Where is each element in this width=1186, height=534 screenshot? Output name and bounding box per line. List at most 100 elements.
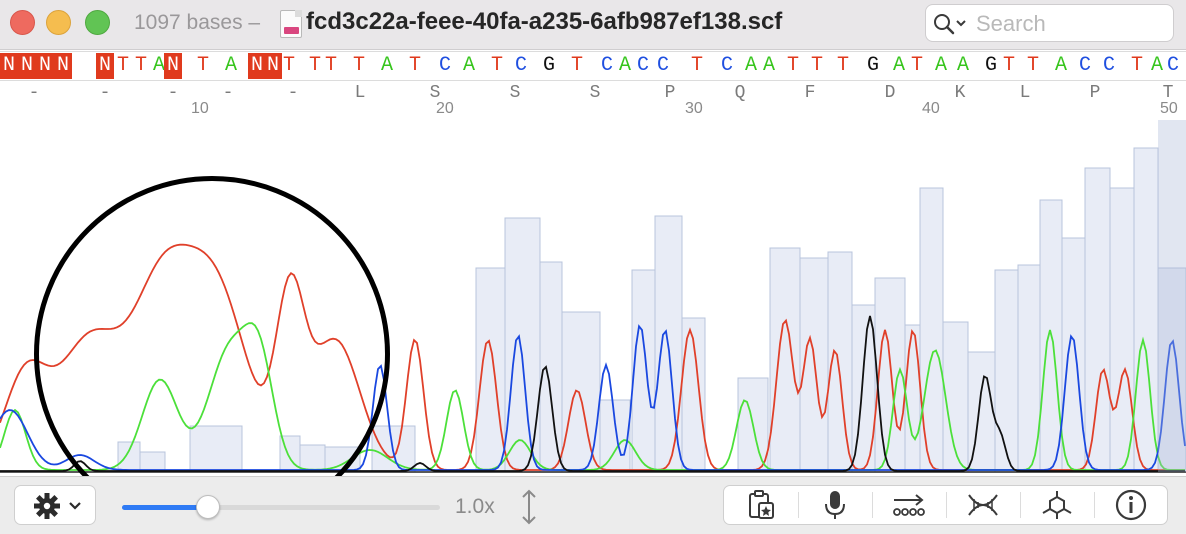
- zoom-slider-knob[interactable]: [195, 495, 220, 519]
- base-T[interactable]: T: [910, 54, 923, 77]
- base-T[interactable]: T: [1130, 54, 1143, 77]
- base-G[interactable]: G: [984, 54, 997, 77]
- base-A[interactable]: A: [744, 54, 757, 77]
- amino-acid: K: [954, 83, 966, 103]
- base-N[interactable]: N: [0, 53, 18, 79]
- quality-bar: [1061, 237, 1086, 473]
- amino-acid: -: [167, 83, 179, 103]
- zoom-level-label: 1.0x: [455, 495, 495, 518]
- base-C[interactable]: C: [514, 54, 527, 77]
- base-C[interactable]: C: [720, 54, 733, 77]
- quality-bar: [504, 217, 541, 473]
- base-A[interactable]: A: [934, 54, 947, 77]
- base-N[interactable]: N: [164, 53, 182, 79]
- zoom-slider[interactable]: [122, 505, 440, 510]
- molecule-icon: [1042, 491, 1072, 519]
- base-A[interactable]: A: [380, 54, 393, 77]
- tools-segmented-control: [723, 485, 1168, 525]
- base-N[interactable]: N: [96, 53, 114, 79]
- base-A[interactable]: A: [1150, 54, 1163, 77]
- base-T[interactable]: T: [352, 54, 365, 77]
- base-G[interactable]: G: [866, 54, 879, 77]
- trace-c-blue: [0, 324, 1186, 471]
- base-C[interactable]: C: [1078, 54, 1091, 77]
- base-C[interactable]: C: [656, 54, 669, 77]
- base-C[interactable]: C: [1102, 54, 1115, 77]
- molecule-button[interactable]: [1020, 486, 1094, 524]
- chromatogram-trace[interactable]: [0, 120, 1186, 475]
- amino-acid: D: [884, 83, 896, 103]
- base-A[interactable]: A: [1054, 54, 1067, 77]
- base-A[interactable]: A: [892, 54, 905, 77]
- base-T[interactable]: T: [570, 54, 583, 77]
- base-C[interactable]: C: [438, 54, 451, 77]
- base-G[interactable]: G: [542, 54, 555, 77]
- base-N[interactable]: N: [264, 53, 282, 79]
- quality-bar: [599, 399, 631, 473]
- bottom-toolbar: 1.0x: [0, 476, 1186, 534]
- title-bar: 1097 bases – fcd3c22a-feee-40fa-a235-6af…: [0, 0, 1186, 50]
- search-input[interactable]: [976, 11, 1166, 37]
- base-C[interactable]: C: [1166, 54, 1179, 77]
- zoom-window-button[interactable]: [85, 10, 110, 35]
- base-A[interactable]: A: [956, 54, 969, 77]
- base-T[interactable]: T: [134, 54, 147, 77]
- dictation-button[interactable]: [798, 486, 872, 524]
- scf-file-icon[interactable]: [280, 10, 302, 38]
- gear-icon: [34, 493, 81, 519]
- quality-bar: [189, 425, 243, 473]
- document-title: fcd3c22a-feee-40fa-a235-6afb987ef138.scf: [306, 8, 783, 35]
- amino-acid: -: [99, 83, 111, 103]
- amino-acid: S: [509, 83, 521, 103]
- base-A[interactable]: A: [224, 54, 237, 77]
- base-N[interactable]: N: [18, 53, 36, 79]
- base-T[interactable]: T: [308, 54, 321, 77]
- base-C[interactable]: C: [636, 54, 649, 77]
- amino-acid: F: [804, 83, 816, 103]
- orf-direction-button[interactable]: [872, 486, 946, 524]
- close-window-button[interactable]: [10, 10, 35, 35]
- quality-bar: [1084, 167, 1111, 473]
- search-field[interactable]: [925, 4, 1174, 42]
- selection-highlight: [1158, 120, 1186, 472]
- base-T[interactable]: T: [810, 54, 823, 77]
- base-N[interactable]: N: [36, 53, 54, 79]
- info-button[interactable]: [1094, 486, 1168, 524]
- base-T[interactable]: T: [116, 54, 129, 77]
- settings-menu-button[interactable]: [14, 485, 96, 525]
- quality-bar: [1133, 147, 1159, 473]
- quality-bar: [737, 377, 769, 473]
- position-label: 40: [922, 100, 940, 117]
- vertical-scale-icon[interactable]: [518, 487, 540, 527]
- base-T[interactable]: T: [836, 54, 849, 77]
- base-T[interactable]: T: [196, 54, 209, 77]
- base-T[interactable]: T: [690, 54, 703, 77]
- zoom-slider-fill: [122, 505, 208, 510]
- amino-acid: T: [1162, 83, 1174, 103]
- quality-bar: [299, 444, 326, 473]
- base-T[interactable]: T: [1026, 54, 1039, 77]
- base-T[interactable]: T: [408, 54, 421, 77]
- amino-acid: S: [589, 83, 601, 103]
- base-A[interactable]: A: [618, 54, 631, 77]
- quality-bar: [942, 321, 969, 473]
- base-A[interactable]: A: [152, 54, 165, 77]
- base-T[interactable]: T: [786, 54, 799, 77]
- base-C[interactable]: C: [600, 54, 613, 77]
- base-N[interactable]: N: [54, 53, 72, 79]
- minimize-window-button[interactable]: [46, 10, 71, 35]
- search-icon[interactable]: [933, 12, 971, 36]
- trace-g-black: [0, 315, 1185, 472]
- base-A[interactable]: A: [762, 54, 775, 77]
- quality-bar: [475, 267, 506, 473]
- base-A[interactable]: A: [462, 54, 475, 77]
- base-N[interactable]: N: [248, 53, 266, 79]
- amino-acid: -: [28, 83, 40, 103]
- base-T[interactable]: T: [490, 54, 503, 77]
- clipboard-button[interactable]: [724, 486, 798, 524]
- base-T[interactable]: T: [1002, 54, 1015, 77]
- base-T[interactable]: T: [282, 54, 295, 77]
- base-T[interactable]: T: [324, 54, 337, 77]
- reverse-complement-button[interactable]: [946, 486, 1020, 524]
